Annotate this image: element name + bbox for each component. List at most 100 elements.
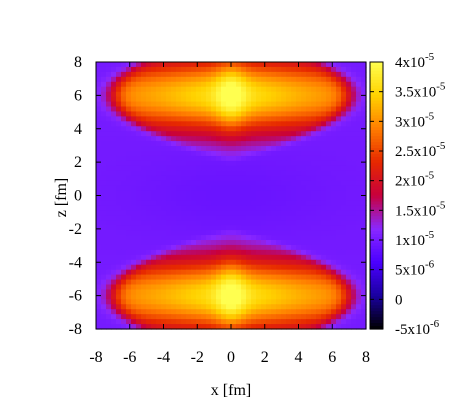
- heatmap-cell: [151, 210, 157, 216]
- heatmap-cell: [151, 225, 157, 231]
- heatmap-cell: [191, 230, 197, 236]
- heatmap-cell: [141, 200, 147, 206]
- heatmap-cell: [251, 244, 257, 251]
- y-tick-label: 0: [74, 188, 82, 205]
- heatmap-cell: [291, 225, 297, 231]
- heatmap-cell: [96, 165, 102, 172]
- heatmap-cell: [156, 279, 162, 286]
- heatmap-cell: [281, 62, 287, 68]
- heatmap-cell: [331, 141, 337, 147]
- heatmap-cell: [256, 81, 262, 88]
- heatmap-cell: [126, 160, 132, 167]
- heatmap-cell: [291, 235, 297, 241]
- heatmap-cell: [196, 279, 202, 286]
- heatmap-cell: [101, 240, 107, 246]
- heatmap-cell: [146, 66, 152, 73]
- heatmap-cell: [346, 299, 352, 305]
- heatmap-cell: [186, 309, 192, 315]
- heatmap-cell: [221, 155, 227, 162]
- heatmap-cell: [286, 175, 292, 182]
- heatmap-cell: [351, 225, 357, 231]
- heatmap-cell: [356, 299, 362, 305]
- heatmap-cell: [271, 304, 277, 310]
- heatmap-cell: [191, 151, 197, 157]
- heatmap-cell: [96, 225, 102, 231]
- colorbar-strip: [370, 237, 383, 241]
- heatmap-cell: [176, 314, 182, 320]
- heatmap-cell: [211, 170, 217, 177]
- heatmap-cell: [311, 225, 317, 231]
- heatmap-cell: [111, 200, 117, 206]
- heatmap-cell: [201, 284, 207, 291]
- heatmap-cell: [296, 165, 302, 172]
- heatmap-cell: [286, 225, 292, 231]
- heatmap-cell: [201, 101, 207, 108]
- heatmap-cell: [336, 71, 342, 78]
- heatmap-cell: [166, 314, 172, 320]
- heatmap-cell: [221, 254, 227, 261]
- heatmap-cell: [341, 225, 347, 231]
- heatmap-cell: [301, 86, 307, 93]
- heatmap-cell: [256, 195, 262, 202]
- heatmap-cell: [346, 264, 352, 271]
- heatmap-cell: [146, 284, 152, 291]
- heatmap-cell: [296, 91, 302, 98]
- heatmap-cell: [276, 324, 282, 330]
- heatmap-cell: [186, 62, 192, 68]
- heatmap-cell: [246, 269, 252, 276]
- heatmap-cell: [346, 225, 352, 231]
- heatmap-cell: [96, 136, 102, 142]
- heatmap-cell: [361, 185, 367, 192]
- heatmap-cell: [286, 220, 292, 226]
- heatmap-cell: [146, 314, 152, 320]
- heatmap-cell: [286, 101, 292, 108]
- heatmap-cell: [351, 309, 357, 315]
- heatmap-cell: [266, 126, 272, 132]
- heatmap-cell: [296, 155, 302, 162]
- heatmap-cell: [136, 62, 142, 68]
- heatmap-cell: [341, 91, 347, 98]
- heatmap-cell: [276, 210, 282, 216]
- heatmap-cell: [151, 190, 157, 197]
- heatmap-cell: [186, 126, 192, 132]
- heatmap-cell: [301, 254, 307, 261]
- heatmap-cell: [336, 274, 342, 281]
- heatmap-cell: [126, 96, 132, 103]
- heatmap-cell: [181, 71, 187, 78]
- heatmap-cell: [146, 264, 152, 271]
- heatmap-cell: [221, 210, 227, 216]
- heatmap-cell: [346, 205, 352, 211]
- heatmap-cell: [171, 254, 177, 261]
- heatmap-cell: [206, 284, 212, 291]
- heatmap-cell: [311, 195, 317, 202]
- heatmap-cell: [256, 151, 262, 157]
- heatmap-cell: [331, 121, 337, 127]
- heatmap-cell: [251, 259, 257, 266]
- heatmap-cell: [136, 71, 142, 78]
- heatmap-cell: [351, 289, 357, 295]
- heatmap-cell: [361, 235, 367, 241]
- colorbar-strip: [370, 145, 383, 149]
- heatmap-cell: [141, 76, 147, 83]
- heatmap-cell: [156, 116, 162, 122]
- heatmap-cell: [111, 284, 117, 291]
- colorbar-strip: [370, 242, 383, 247]
- heatmap-cell: [216, 190, 222, 197]
- heatmap-cell: [356, 180, 362, 187]
- heatmap-cell: [171, 304, 177, 310]
- heatmap-cell: [221, 180, 227, 187]
- heatmap-cell: [276, 190, 282, 197]
- heatmap-cell: [156, 289, 162, 295]
- heatmap-cell: [176, 244, 182, 251]
- heatmap-cell: [271, 235, 277, 241]
- heatmap-cell: [236, 190, 242, 197]
- heatmap-cell: [256, 76, 262, 83]
- heatmap-cell: [116, 141, 122, 147]
- heatmap-cell: [111, 244, 117, 251]
- heatmap-cell: [141, 244, 147, 251]
- heatmap-cell: [106, 240, 112, 246]
- heatmap-cell: [211, 254, 217, 261]
- heatmap-cell: [106, 274, 112, 281]
- heatmap-cell: [316, 160, 322, 167]
- heatmap-cell: [221, 106, 227, 113]
